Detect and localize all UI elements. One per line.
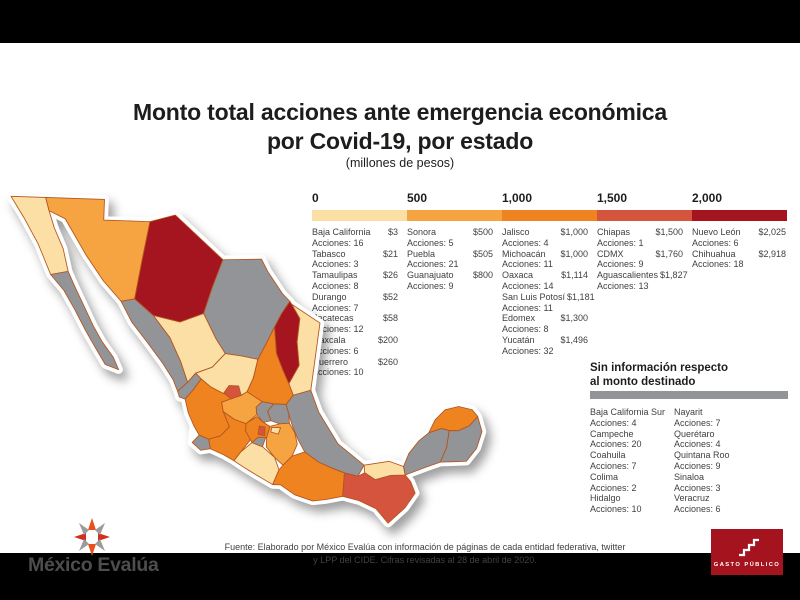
mexico-choropleth-map (6, 195, 487, 528)
list-item: Guerrero $260 Acciones: 10 (312, 356, 398, 378)
list-item: Edomex $1,300 Acciones: 8 (502, 313, 588, 335)
title-line-2: por Covid-19, por estado (266, 128, 534, 154)
title-line-1: Monto total acciones ante emergencia eco… (132, 99, 667, 125)
list-item: Quintana Roo Acciones: 9 (674, 450, 730, 471)
state-list-column-1: Sonora $500 Acciones: 5 Puebla $505 Acciones… (407, 227, 493, 292)
state-list-column-0: Baja California $3 Acciones: 16 Tabasco $21… (312, 227, 398, 378)
list-item: Durango $52 Acciones: 7 (312, 291, 398, 313)
list-item: Hidalgo Acciones: 10 (590, 493, 642, 515)
mexico-evalua-logo: México Evalúa (28, 554, 159, 576)
state-cdmx (257, 425, 266, 436)
state-baja-california-sur (50, 270, 120, 371)
legend-tick-2000: 2,000 (692, 191, 723, 205)
legend-tick-1000: 1,000 (502, 191, 533, 205)
list-item: Baja California $3 Acciones: 16 (312, 227, 398, 248)
list-item: Campeche Acciones: 20 (590, 428, 642, 450)
state-list-column-3: Chiapas $1,500 Acciones: 1 CDMX $1,760 Accio… (597, 227, 688, 292)
list-item: Nuevo León $2,025 Acciones: 6 (692, 227, 786, 248)
legend-swatch-2000 (692, 210, 787, 221)
state-list-column-2: Jalisco $1,000 Acciones: 4 Michoacán $1,000… (502, 227, 595, 357)
state-tabasco (363, 460, 406, 481)
gasto-publico-logo: GASTO PÚBLICO (711, 529, 783, 575)
source-note: Fuente: Elaborado por México Evalúa con … (224, 542, 626, 565)
state-morelos (251, 436, 267, 448)
no-info-column-1: Nayarit Acciones: 7 Querétaro Acciones: 4 … (674, 407, 762, 515)
legend-swatch-1000-1500 (502, 210, 597, 221)
list-item: Michoacán $1,000 Acciones: 11 (502, 248, 588, 270)
list-item: Tlaxcala $200 Acciones: 6 (312, 334, 398, 356)
list-item: Coahuila Acciones: 7 (590, 450, 637, 471)
legend-tick-0: 0 (312, 191, 319, 205)
list-item: Baja California Sur Acciones: 4 (590, 407, 666, 428)
legend-swatch-0-500 (312, 210, 407, 221)
list-item: Nayarit Acciones: 7 (674, 407, 721, 428)
list-item: CDMX $1,760 Acciones: 9 (597, 248, 683, 270)
page-subtitle: (millones de pesos) (345, 156, 455, 170)
infographic-card: Monto total acciones ante emergencia eco… (0, 43, 800, 576)
no-info-column-0: Baja California Sur Acciones: 4 Campeche A… (590, 407, 678, 515)
state-guerrero (233, 442, 280, 485)
state-aguascalientes (223, 385, 242, 400)
list-item: Puebla $505 Acciones: 21 (407, 248, 493, 270)
list-item: Sonora $500 Acciones: 5 (407, 227, 493, 248)
state-quintana-roo (439, 416, 483, 463)
list-item: Tabasco $21 Acciones: 3 (312, 248, 398, 270)
list-item: Tamaulipas $26 Acciones: 8 (312, 270, 398, 291)
list-item: Guanajuato $800 Acciones: 9 (407, 270, 493, 291)
mexico-evalua-star-icon (74, 518, 110, 556)
list-item: Querétaro Acciones: 4 (674, 428, 721, 450)
stairs-icon (739, 538, 759, 557)
list-item: Zacatecas $58 Acciones: 12 (312, 313, 398, 335)
list-item: Jalisco $1,000 Acciones: 4 (502, 227, 588, 248)
list-item: Veracruz Acciones: 6 (674, 493, 721, 515)
list-item: Chihuahua $2,918 Acciones: 18 (692, 248, 786, 270)
list-item: Sinaloa Acciones: 3 (674, 471, 721, 493)
list-item: Aguascalientes $1,827 Acciones: 13 (597, 270, 688, 291)
gasto-publico-label: GASTO PÚBLICO (713, 562, 781, 568)
legend-tick-500: 500 (407, 191, 428, 205)
list-item: Yucatán $1,496 Acciones: 32 (502, 334, 588, 356)
list-item: Colima Acciones: 2 (590, 471, 637, 493)
list-item: San Luis Potosí $1,181 Acciones: 11 (502, 291, 595, 313)
page-title: Monto total acciones ante emergencia eco… (0, 98, 800, 156)
state-list-column-4: Nuevo León $2,025 Acciones: 6 Chihuahua $2,… (692, 227, 786, 270)
state-colima (191, 434, 211, 451)
no-info-title: Sin información respecto al monto destin… (590, 362, 729, 388)
legend-swatch-500-1000 (407, 210, 502, 221)
list-item: Chiapas $1,500 Acciones: 1 (597, 227, 683, 248)
legend-tick-1500: 1,500 (597, 191, 628, 205)
legend-swatch-1500-2000 (597, 210, 692, 221)
no-info-swatch (590, 391, 788, 399)
state-tlaxcala (270, 426, 281, 435)
list-item: Oaxaca $1,114 Acciones: 14 (502, 270, 588, 291)
